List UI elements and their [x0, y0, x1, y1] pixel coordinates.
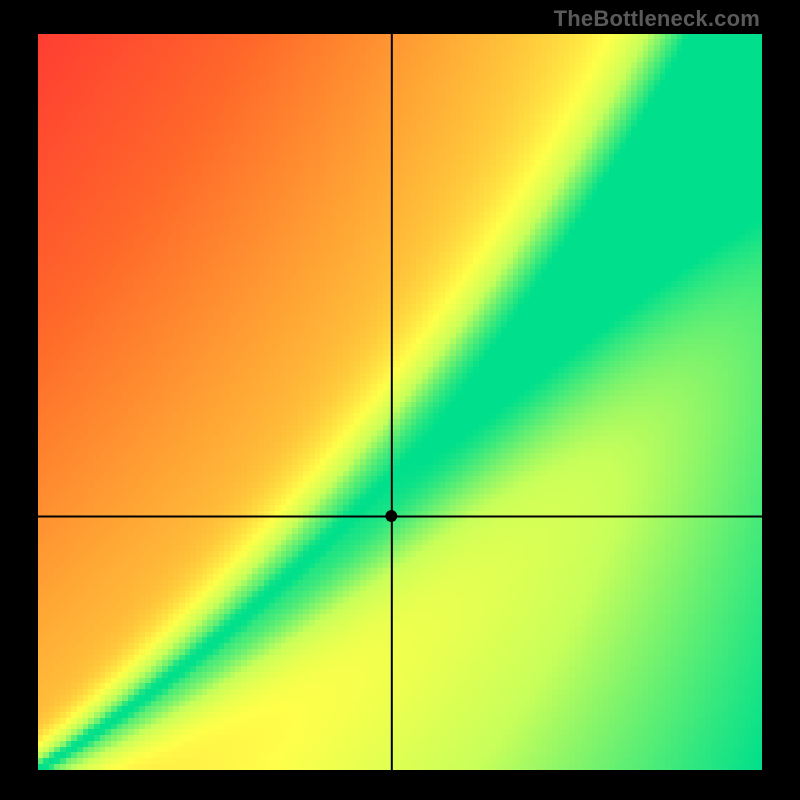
heatmap-canvas	[38, 34, 762, 770]
watermark-text: TheBottleneck.com	[554, 6, 760, 32]
heatmap-plot-area	[38, 34, 762, 770]
chart-root: { "watermark": { "text": "TheBottleneck.…	[0, 0, 800, 800]
